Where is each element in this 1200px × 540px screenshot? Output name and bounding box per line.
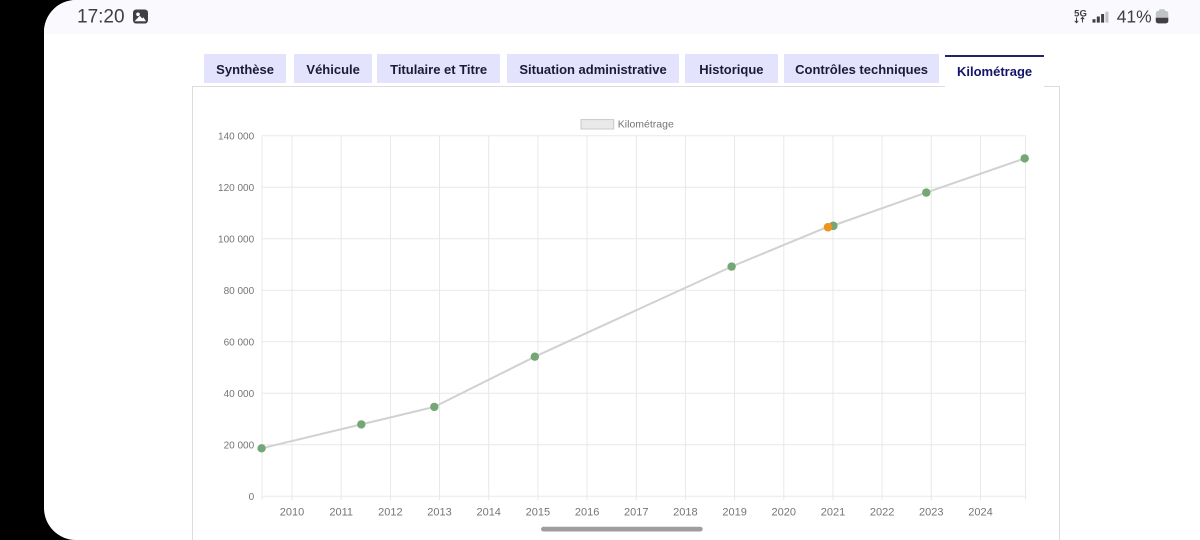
svg-text:40 000: 40 000 [224,389,255,400]
svg-text:20 000: 20 000 [224,440,255,451]
svg-text:5G: 5G [1074,8,1087,19]
svg-text:2022: 2022 [870,507,894,519]
svg-text:2020: 2020 [772,507,796,519]
svg-text:2019: 2019 [722,507,746,519]
svg-text:140 000: 140 000 [218,131,255,142]
svg-text:17:20: 17:20 [77,7,125,28]
svg-text:2024: 2024 [968,507,992,519]
svg-text:2023: 2023 [919,507,943,519]
svg-text:2017: 2017 [624,507,648,519]
svg-text:2012: 2012 [378,507,402,519]
svg-text:2011: 2011 [329,507,353,519]
svg-text:80 000: 80 000 [224,286,255,297]
svg-text:2016: 2016 [575,507,599,519]
svg-text:2015: 2015 [526,507,550,519]
svg-text:2014: 2014 [476,507,500,519]
svg-text:41%: 41% [1117,7,1152,27]
svg-text:60 000: 60 000 [224,337,255,348]
svg-text:0: 0 [249,492,255,503]
svg-text:2018: 2018 [673,507,697,519]
svg-text:100 000: 100 000 [218,234,255,245]
svg-text:2013: 2013 [427,507,451,519]
svg-text:Kilométrage: Kilométrage [618,119,674,131]
svg-text:2021: 2021 [821,507,845,519]
svg-text:2010: 2010 [280,507,304,519]
svg-text:120 000: 120 000 [218,183,255,194]
